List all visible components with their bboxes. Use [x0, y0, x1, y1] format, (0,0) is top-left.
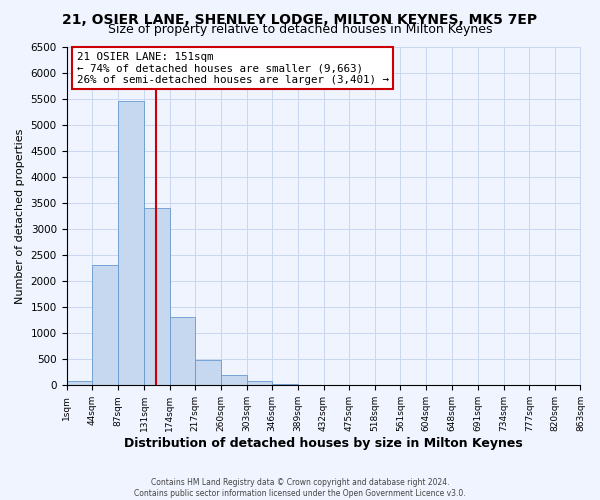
Bar [196, 360, 221, 386]
Bar [221, 376, 247, 386]
Text: 21, OSIER LANE, SHENLEY LODGE, MILTON KEYNES, MK5 7EP: 21, OSIER LANE, SHENLEY LODGE, MILTON KE… [62, 12, 538, 26]
Bar [272, 384, 298, 386]
Bar [92, 266, 118, 386]
Bar [67, 382, 92, 386]
Text: Size of property relative to detached houses in Milton Keynes: Size of property relative to detached ho… [108, 22, 492, 36]
Bar [298, 385, 323, 386]
Bar [170, 317, 196, 386]
Y-axis label: Number of detached properties: Number of detached properties [15, 128, 25, 304]
Text: 21 OSIER LANE: 151sqm
← 74% of detached houses are smaller (9,663)
26% of semi-d: 21 OSIER LANE: 151sqm ← 74% of detached … [77, 52, 389, 85]
X-axis label: Distribution of detached houses by size in Milton Keynes: Distribution of detached houses by size … [124, 437, 523, 450]
Bar [144, 208, 170, 386]
Text: Contains HM Land Registry data © Crown copyright and database right 2024.
Contai: Contains HM Land Registry data © Crown c… [134, 478, 466, 498]
Bar [247, 380, 272, 386]
Bar [118, 101, 144, 386]
